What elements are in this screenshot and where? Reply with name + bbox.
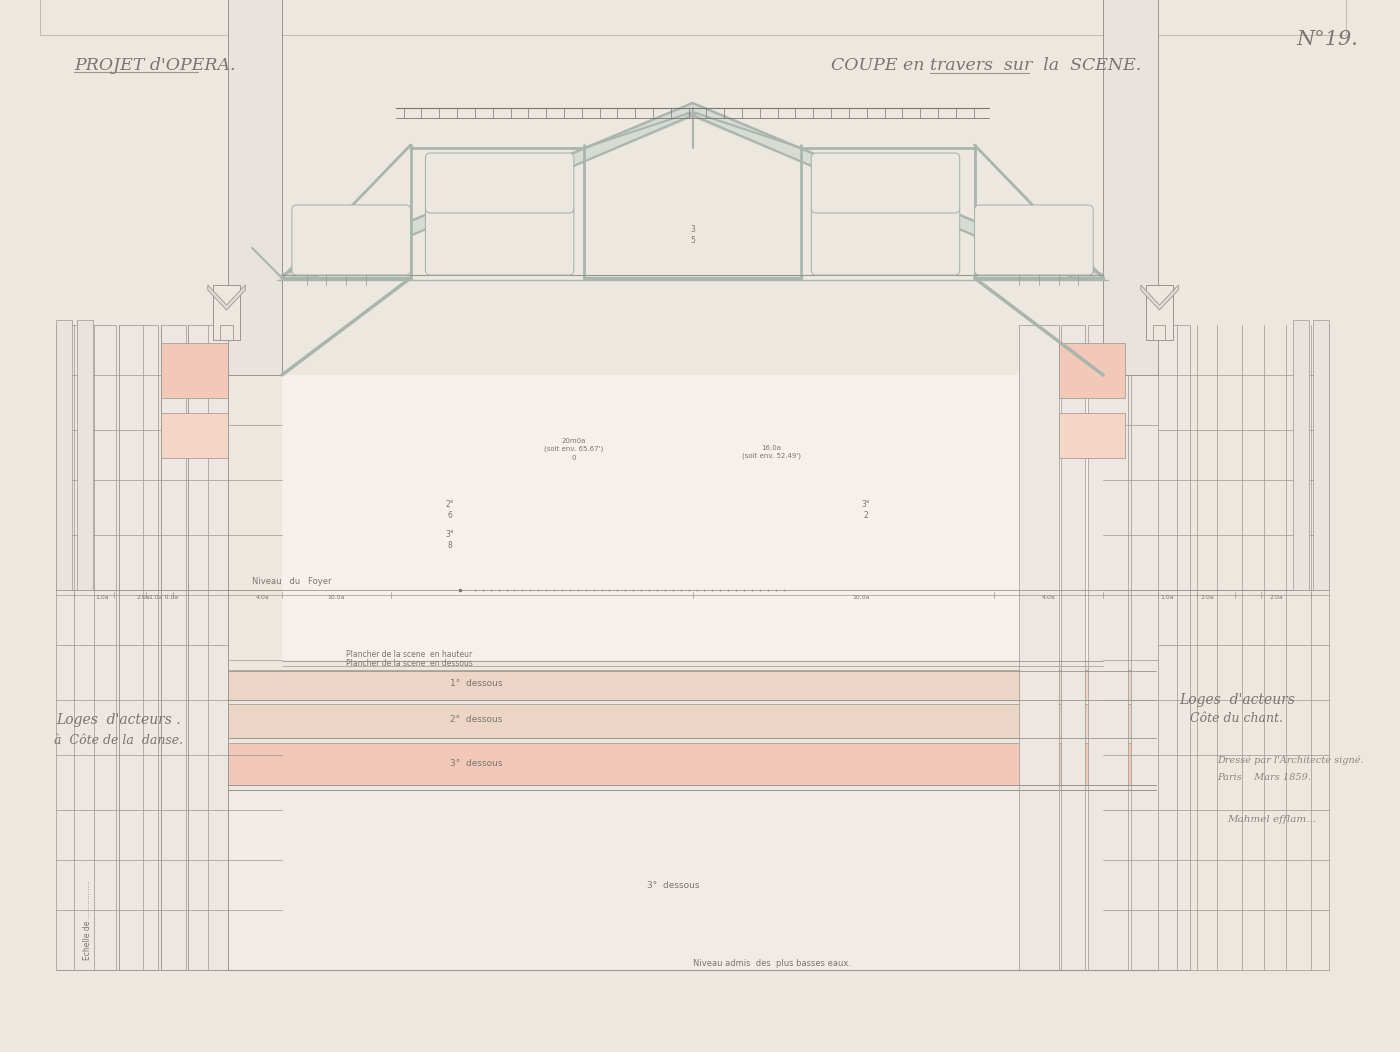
Text: 3°
8: 3° 8 <box>445 530 455 550</box>
Bar <box>1058 343 1126 398</box>
Bar <box>1019 325 1058 970</box>
Text: Loges  d'acteurs: Loges d'acteurs <box>1179 693 1295 707</box>
Text: N°19.: N°19. <box>1296 31 1358 49</box>
Bar <box>56 325 116 970</box>
Text: 1°  dessous: 1° dessous <box>451 680 503 688</box>
Text: Plancher de la scene  en dessous: Plancher de la scene en dessous <box>346 659 473 668</box>
Text: 0: 0 <box>571 456 575 461</box>
Text: 1.0a: 1.0a <box>95 595 109 600</box>
Text: 10.0a: 10.0a <box>328 595 346 600</box>
Bar <box>228 0 281 375</box>
Bar <box>77 320 92 590</box>
Text: Echelle de ................: Echelle de ................ <box>83 881 91 959</box>
FancyBboxPatch shape <box>291 205 410 275</box>
Text: 3
5: 3 5 <box>690 225 694 245</box>
Text: Niveau   du   Foyer: Niveau du Foyer <box>252 576 332 586</box>
FancyBboxPatch shape <box>811 153 959 213</box>
Text: Loges  d'acteurs .: Loges d'acteurs . <box>56 713 181 727</box>
Bar <box>228 704 1155 739</box>
Bar <box>161 413 228 458</box>
Text: 1.0a: 1.0a <box>1161 595 1175 600</box>
Text: à  Côte de la  danse.: à Côte de la danse. <box>55 733 183 747</box>
Polygon shape <box>1141 285 1179 310</box>
Text: 2°
6: 2° 6 <box>445 501 455 520</box>
FancyBboxPatch shape <box>974 205 1093 275</box>
Bar <box>228 790 1155 970</box>
Bar <box>1088 325 1128 970</box>
Text: 20m0a
(soit env. 65.67'): 20m0a (soit env. 65.67') <box>545 439 603 451</box>
Text: Dressé par l'Architecte signé.: Dressé par l'Architecte signé. <box>1217 755 1364 765</box>
Text: 3°  dessous: 3° dessous <box>647 881 699 890</box>
Bar <box>281 375 1103 660</box>
Text: 3°  dessous: 3° dessous <box>451 758 503 768</box>
Text: 2.0a: 2.0a <box>1270 595 1284 600</box>
Text: Paris    Mars 1859.: Paris Mars 1859. <box>1217 773 1310 783</box>
Bar <box>1145 285 1173 340</box>
Text: Côte du chant.: Côte du chant. <box>1190 711 1284 725</box>
Text: 16.0a
(soit env. 52.49'): 16.0a (soit env. 52.49') <box>742 445 801 459</box>
Polygon shape <box>207 285 245 310</box>
FancyBboxPatch shape <box>426 205 574 275</box>
Text: 2.0a: 2.0a <box>1200 595 1214 600</box>
Bar <box>1061 325 1085 970</box>
FancyBboxPatch shape <box>811 205 959 275</box>
Text: 2.0a: 2.0a <box>137 595 150 600</box>
Bar <box>119 325 158 970</box>
Bar <box>228 670 1155 700</box>
Text: 3°
2: 3° 2 <box>861 501 869 520</box>
Text: 2°  dessous: 2° dessous <box>451 715 503 725</box>
Bar <box>161 325 186 970</box>
Bar <box>56 320 73 590</box>
Text: Plancher de la scene  en hauteur: Plancher de la scene en hauteur <box>346 650 473 659</box>
Text: 10.0a: 10.0a <box>853 595 869 600</box>
Text: Mahmel efflam...: Mahmel efflam... <box>1226 815 1316 825</box>
Bar <box>220 325 232 340</box>
Bar <box>161 343 228 398</box>
Bar <box>213 285 241 340</box>
Text: 4.0a: 4.0a <box>255 595 269 600</box>
Bar <box>1058 413 1126 458</box>
Bar <box>1103 0 1158 375</box>
Polygon shape <box>281 103 1103 278</box>
Text: Niveau admis  des  plus basses eaux.: Niveau admis des plus basses eaux. <box>693 958 851 968</box>
Text: 1.0a 0.0a: 1.0a 0.0a <box>148 595 178 600</box>
Bar <box>1313 320 1329 590</box>
Bar <box>228 743 1155 785</box>
Bar <box>188 325 228 970</box>
Bar <box>1294 320 1309 590</box>
FancyBboxPatch shape <box>426 153 574 213</box>
Text: PROJET d'OPERA.: PROJET d'OPERA. <box>74 57 235 74</box>
Text: 4.0a: 4.0a <box>1042 595 1056 600</box>
Text: COUPE en travers  sur  la  SCENE.: COUPE en travers sur la SCENE. <box>832 57 1141 74</box>
Bar <box>1131 325 1190 970</box>
Bar <box>1152 325 1165 340</box>
